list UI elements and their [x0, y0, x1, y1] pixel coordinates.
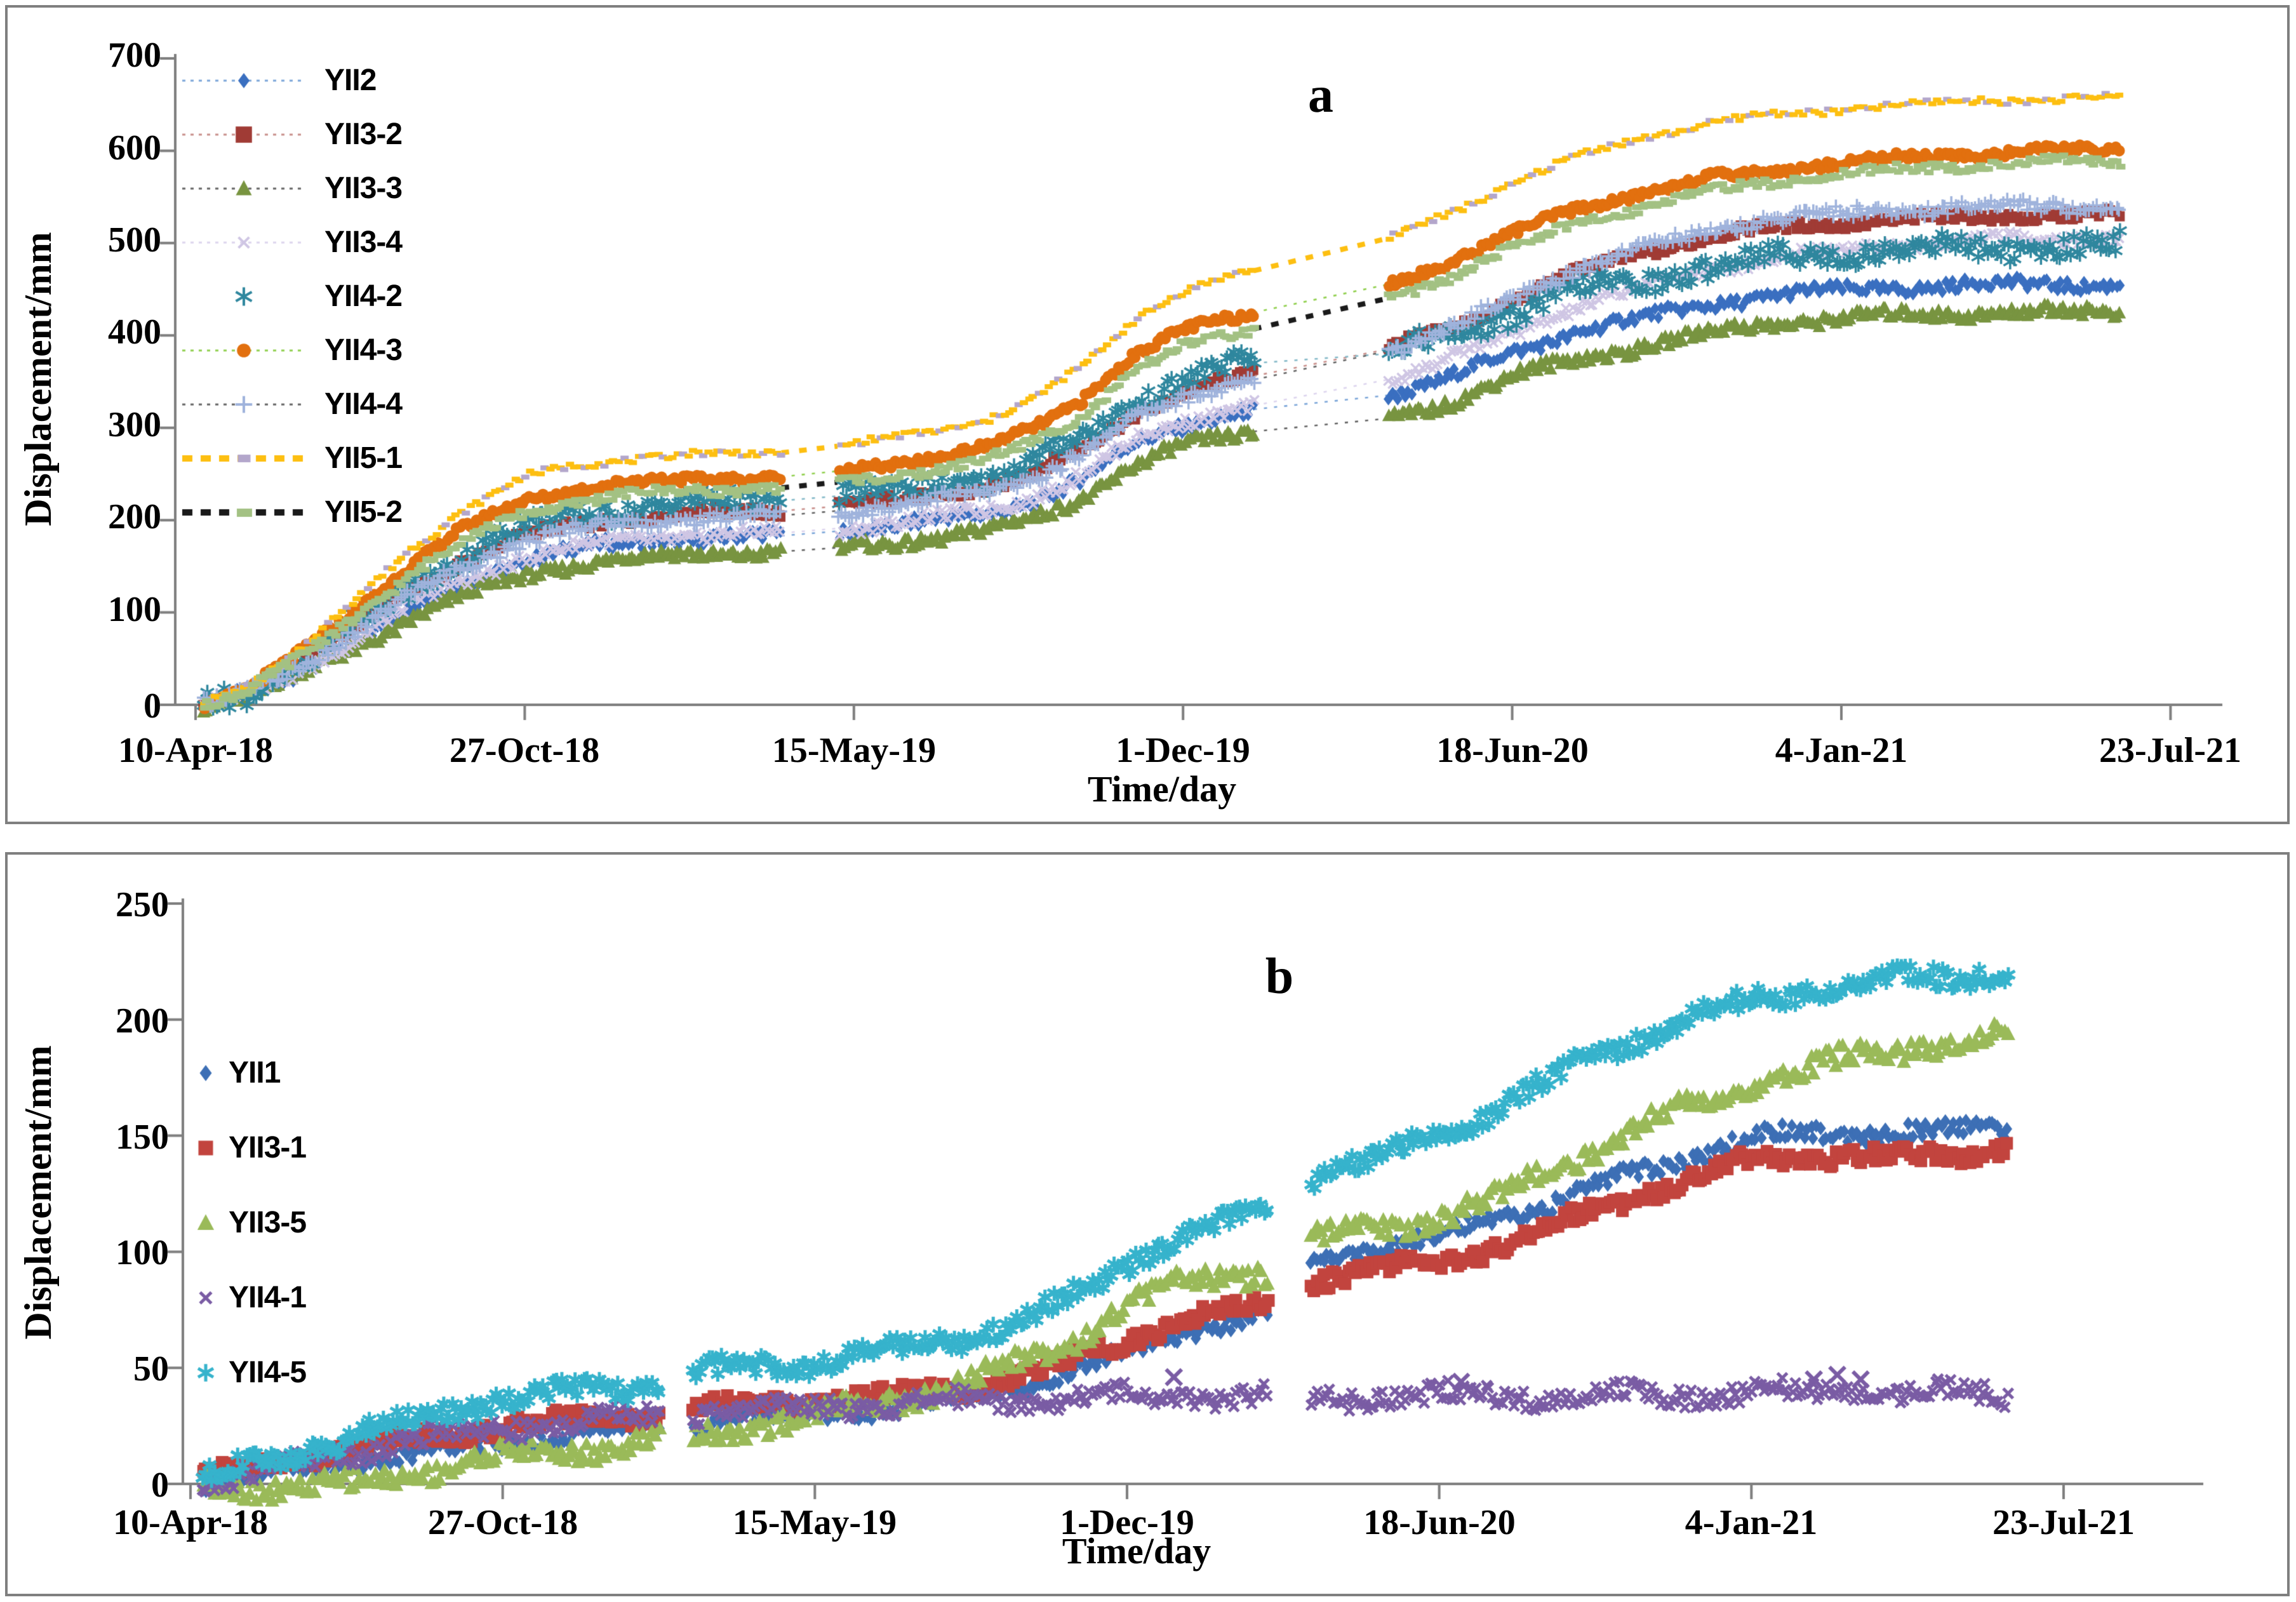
x-tick-label: 10-Apr-18 [118, 731, 273, 770]
legend-label: YII4-5 [229, 1356, 307, 1389]
y-tick-label: 100 [116, 1233, 169, 1272]
legend-item: YII4-1 [190, 1281, 307, 1314]
legend-marker-yii3-5-icon [190, 1209, 221, 1237]
legend-marker-yii4-2-icon [181, 283, 314, 310]
legend-label: YII4-4 [324, 387, 403, 421]
y-tick-label: 500 [108, 220, 161, 260]
legend-item: YII3-2 [181, 117, 403, 151]
x-tick-label: 15-May-19 [732, 1503, 897, 1542]
x-tick-label: 1-Dec-19 [1116, 731, 1250, 770]
legend-marker-yii3-1-icon [190, 1134, 221, 1162]
legend-marker-yii3-3-icon [181, 175, 314, 203]
legend-label: YII1 [229, 1056, 281, 1090]
legend-item: YII5-2 [181, 495, 403, 529]
y-tick-label: 300 [108, 405, 161, 444]
legend-marker-yii3-4-icon [181, 229, 314, 257]
legend-marker-yii4-3-icon [181, 337, 314, 364]
panel-a-box: Displacement/mm Time/day a 700 600 500 4… [5, 5, 2290, 824]
legend-marker-yii5-2-icon [181, 498, 314, 526]
y-tick-label: 100 [108, 590, 161, 629]
legend-item: YII1 [190, 1056, 281, 1090]
legend-label: YII3-1 [229, 1131, 307, 1165]
legend-marker-yii4-1-icon [190, 1284, 221, 1312]
legend-label: YII4-2 [324, 279, 403, 313]
x-axis-title-a: Time/day [1087, 768, 1237, 810]
y-tick-label: 200 [108, 497, 161, 537]
x-tick-label: 10-Apr-18 [113, 1503, 268, 1542]
y-tick-label: 250 [116, 885, 169, 924]
y-tick-label: 150 [116, 1118, 169, 1157]
chart-canvas-a [8, 8, 2287, 822]
legend-label: YII5-2 [324, 495, 403, 529]
x-tick-label: 18-Jun-20 [1436, 731, 1589, 770]
chart-canvas-b [8, 855, 2287, 1594]
x-tick-label: 18-Jun-20 [1363, 1503, 1516, 1542]
legend-item: YII3-4 [181, 225, 403, 259]
x-tick-label: 23-Jul-21 [1992, 1503, 2135, 1542]
panel-letter-a: a [1308, 67, 1333, 123]
legend-marker-yii3-2-icon [181, 121, 314, 149]
y-tick-label: 0 [151, 1465, 169, 1505]
legend-item: YII2 [181, 63, 377, 97]
panel-b-box: Displacement/mm Time/day b 250 200 150 1… [5, 852, 2290, 1596]
x-tick-label: 27-Oct-18 [427, 1503, 578, 1542]
x-tick-label: 23-Jul-21 [2099, 731, 2241, 770]
y-tick-label: 0 [144, 686, 161, 726]
legend-marker-yii4-4-icon [181, 390, 314, 418]
panel-letter-b: b [1265, 949, 1294, 1005]
legend-label: YII3-5 [229, 1206, 307, 1239]
y-axis-title-a: Displacement/mm [17, 232, 59, 526]
legend-label: YII3-3 [324, 171, 403, 205]
legend-item: YII5-1 [181, 441, 403, 475]
x-tick-label: 27-Oct-18 [449, 731, 600, 770]
legend-item: YII4-4 [181, 387, 403, 421]
legend-label: YII3-2 [324, 117, 403, 151]
y-tick-label: 50 [133, 1349, 169, 1389]
legend-label: YII4-3 [324, 333, 403, 367]
legend-label: YII3-4 [324, 225, 403, 259]
legend-marker-yii4-5-icon [190, 1359, 221, 1387]
legend-label: YII5-1 [324, 441, 403, 475]
legend-item: YII3-3 [181, 171, 403, 205]
x-tick-label: 4-Jan-21 [1775, 731, 1908, 770]
y-tick-label: 400 [108, 312, 161, 352]
legend-label: YII2 [324, 63, 377, 97]
x-tick-label: 4-Jan-21 [1685, 1503, 1818, 1542]
legend-item: YII4-2 [181, 279, 403, 313]
x-tick-label: 1-Dec-19 [1060, 1503, 1194, 1542]
y-tick-label: 700 [108, 36, 161, 75]
x-tick-label: 15-May-19 [771, 731, 937, 770]
legend-item: YII4-5 [190, 1356, 307, 1389]
legend-marker-yii2-icon [181, 67, 314, 95]
legend-item: YII3-1 [190, 1131, 307, 1165]
x-axis-title-b: Time/day [1062, 1530, 1211, 1572]
legend-marker-yii5-1-icon [181, 444, 314, 472]
legend-marker-yii1-icon [190, 1059, 221, 1087]
y-tick-label: 600 [108, 128, 161, 168]
y-tick-label: 200 [116, 1001, 169, 1041]
legend-label: YII4-1 [229, 1281, 307, 1314]
legend-item: YII3-5 [190, 1206, 307, 1239]
legend-item: YII4-3 [181, 333, 403, 367]
